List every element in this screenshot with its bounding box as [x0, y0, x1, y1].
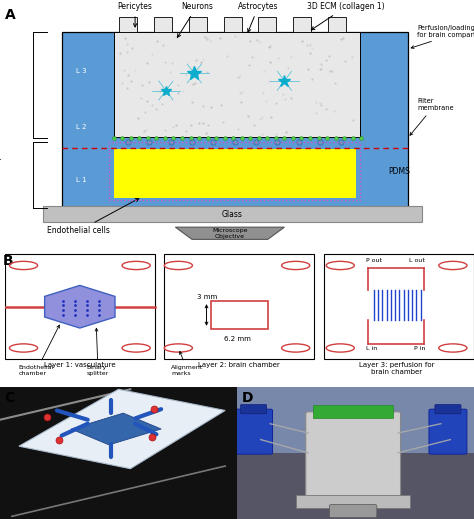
FancyBboxPatch shape	[293, 18, 311, 32]
Text: 3D ECM (collagen 1): 3D ECM (collagen 1)	[307, 2, 385, 30]
Text: Alignment
marks: Alignment marks	[171, 351, 203, 376]
Text: Layer 3: perfusion for
brain chamber: Layer 3: perfusion for brain chamber	[359, 362, 434, 375]
Polygon shape	[71, 413, 161, 445]
FancyBboxPatch shape	[429, 409, 467, 454]
FancyBboxPatch shape	[258, 18, 276, 32]
Text: L 3: L 3	[76, 68, 86, 74]
Text: P out: P out	[366, 258, 382, 264]
Text: L in: L in	[366, 346, 377, 351]
Polygon shape	[175, 227, 284, 239]
FancyBboxPatch shape	[237, 387, 474, 519]
Text: L out: L out	[410, 258, 425, 264]
FancyBboxPatch shape	[119, 18, 137, 32]
FancyBboxPatch shape	[296, 495, 410, 509]
Text: Endothelial
chamber: Endothelial chamber	[19, 325, 59, 376]
FancyBboxPatch shape	[235, 409, 273, 454]
Text: Binary
splitter: Binary splitter	[87, 329, 109, 376]
FancyBboxPatch shape	[43, 207, 422, 222]
Text: C: C	[5, 391, 15, 405]
FancyBboxPatch shape	[224, 18, 242, 32]
FancyBboxPatch shape	[328, 18, 346, 32]
FancyBboxPatch shape	[240, 404, 266, 414]
FancyBboxPatch shape	[62, 32, 408, 208]
Text: D: D	[242, 391, 253, 405]
Text: PDMS: PDMS	[389, 167, 410, 175]
Polygon shape	[45, 285, 115, 328]
Text: A: A	[5, 8, 16, 22]
FancyBboxPatch shape	[5, 254, 155, 359]
Text: Pericytes: Pericytes	[118, 2, 153, 27]
FancyBboxPatch shape	[324, 254, 474, 359]
Text: L 2: L 2	[76, 124, 86, 130]
Text: 6.2 mm: 6.2 mm	[224, 336, 250, 342]
Text: B: B	[2, 254, 13, 268]
Text: Perfusion/loading/sampling
for brain compartment: Perfusion/loading/sampling for brain com…	[411, 25, 474, 48]
Text: P in: P in	[414, 346, 425, 351]
Text: 3 mm: 3 mm	[197, 294, 218, 300]
FancyBboxPatch shape	[313, 405, 393, 418]
Text: Layer 1: vasculature: Layer 1: vasculature	[44, 362, 116, 368]
FancyBboxPatch shape	[237, 387, 474, 453]
FancyBboxPatch shape	[114, 32, 360, 137]
Text: Vascular
space: Vascular space	[0, 136, 2, 167]
FancyBboxPatch shape	[306, 412, 401, 507]
FancyBboxPatch shape	[435, 404, 461, 414]
Text: Layer 2: brain chamber: Layer 2: brain chamber	[199, 362, 280, 368]
Text: Microscope
Objective: Microscope Objective	[212, 228, 247, 239]
FancyBboxPatch shape	[154, 18, 172, 32]
FancyBboxPatch shape	[189, 18, 207, 32]
Text: Filter
membrane: Filter membrane	[410, 98, 454, 135]
Text: Endothelial cells: Endothelial cells	[47, 198, 139, 235]
FancyBboxPatch shape	[0, 387, 237, 519]
Text: Neurons: Neurons	[177, 2, 213, 37]
FancyBboxPatch shape	[329, 504, 377, 517]
Text: Glass: Glass	[222, 210, 243, 219]
Text: L 1: L 1	[76, 176, 86, 183]
Text: Astrocytes: Astrocytes	[238, 2, 279, 32]
FancyBboxPatch shape	[164, 254, 314, 359]
Polygon shape	[19, 389, 225, 469]
FancyBboxPatch shape	[114, 149, 356, 198]
